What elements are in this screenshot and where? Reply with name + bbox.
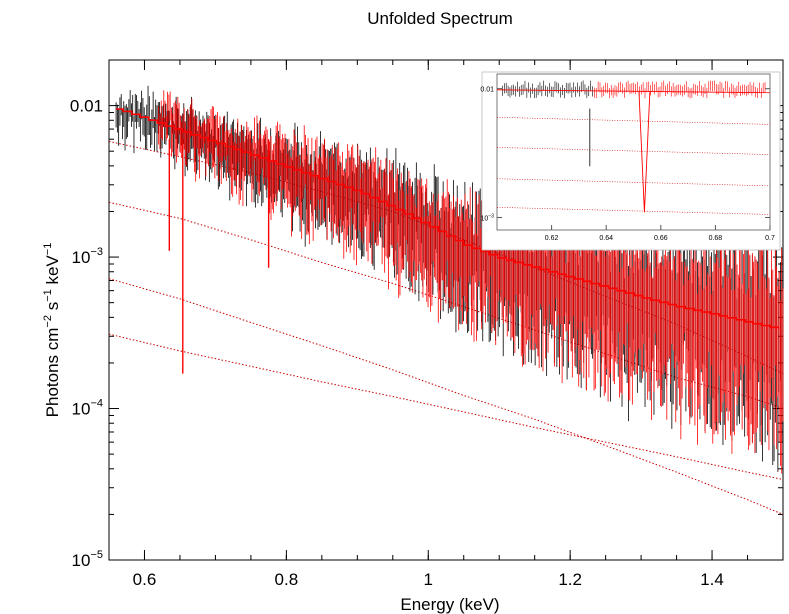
y-label-mid: s	[43, 302, 62, 315]
inset-y-tick-label: 10−3	[481, 214, 495, 223]
inset-model-component	[496, 147, 771, 155]
x-axis-label: Energy (keV)	[400, 595, 499, 614]
inset-model-component	[496, 178, 771, 187]
y-tick-label: 10−4	[72, 398, 103, 419]
inset-model-component	[496, 207, 771, 215]
inset-absorption-line	[638, 91, 651, 213]
inset-background	[481, 71, 781, 251]
y-label-end: keV	[43, 255, 62, 290]
x-tick-label: 0.8	[275, 570, 299, 589]
x-tick-label: 1	[424, 570, 433, 589]
y-tick-label: 0.01	[70, 97, 103, 116]
model-component-line	[108, 333, 784, 480]
inset-frame	[496, 73, 771, 231]
y-label-base: Photons cm	[43, 328, 62, 418]
chart-title: Unfolded Spectrum	[367, 9, 513, 28]
y-label-exp2: −1	[42, 289, 54, 302]
inset-y-tick-label: 0.01	[480, 87, 494, 94]
inset-x-tick-label: 0.62	[545, 235, 559, 242]
x-tick-label: 0.6	[133, 570, 157, 589]
y-tick-label: 10−3	[72, 246, 103, 267]
model-component-line	[108, 278, 784, 515]
y-label-exp1: −2	[42, 315, 54, 328]
y-axis-label: Photons cm−2 s−1 keV−1	[42, 243, 62, 418]
inset-x-tick-label: 0.7	[765, 235, 775, 242]
inset-data-points	[502, 80, 766, 99]
inset-panel: 0.62 0.64 0.66 0.68 0.7 0.01 10−3	[480, 71, 781, 251]
inset-x-tick-label: 0.66	[654, 235, 668, 242]
y-label-exp3: −1	[42, 243, 54, 256]
inset-model-component	[496, 116, 771, 125]
x-tick-label: 1.4	[700, 570, 724, 589]
x-tick-label: 1.2	[558, 570, 582, 589]
inset-x-tick-label: 0.68	[709, 235, 723, 242]
y-tick-label: 10−5	[72, 549, 103, 570]
inset-x-tick-label: 0.64	[599, 235, 613, 242]
inset-model-line	[496, 89, 771, 94]
total-model-line	[116, 108, 780, 330]
